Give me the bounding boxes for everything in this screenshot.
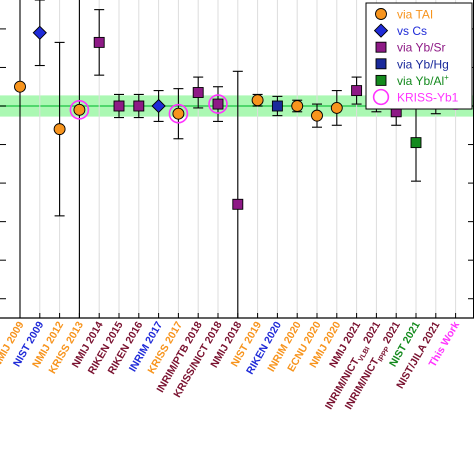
- data-point-diamond: [151, 98, 166, 114]
- kriss-ring: [208, 94, 228, 114]
- legend-label-text: via Yb/Hg: [397, 57, 449, 71]
- legend-label-sup: +: [444, 73, 449, 82]
- legend-label: via Yb/Al+: [397, 73, 449, 88]
- data-point-circle: [251, 94, 264, 107]
- data-point-circle: [73, 103, 86, 116]
- data-point-circle: [330, 101, 343, 114]
- data-point-circle: [172, 107, 185, 120]
- legend-marker-circle: [375, 8, 387, 20]
- category-label-tail: 2021: [359, 319, 383, 348]
- legend-marker-square: [375, 41, 387, 53]
- data-point-circle: [291, 100, 304, 112]
- data-point-square: [410, 137, 422, 149]
- legend-marker-ring: [372, 88, 390, 106]
- data-point-square: [232, 198, 244, 210]
- legend-label: via Yb/Hg: [397, 57, 449, 71]
- legend-label-text: via Yb/Sr: [397, 41, 445, 55]
- kriss-ring: [69, 100, 90, 120]
- legend: via TAI vs Cs via Yb/Sr via Yb/Hg via Yb/Al+…: [365, 2, 473, 110]
- legend-label: vs Cs: [397, 24, 427, 38]
- legend-marker-square: [375, 74, 387, 86]
- data-point-square: [93, 36, 105, 48]
- data-markers: [14, 25, 466, 210]
- legend-marker-diamond: [373, 23, 389, 38]
- legend-marker-square: [375, 58, 387, 70]
- data-point-circle: [14, 80, 26, 93]
- data-point-circle: [53, 123, 66, 136]
- legend-label: KRISS-Yb1: [397, 91, 459, 105]
- legend-label-text: via TAI: [397, 8, 433, 22]
- legend-label: via Yb/Sr: [397, 41, 445, 55]
- legend-label-text: vs Cs: [397, 24, 427, 38]
- kriss-ring: [168, 103, 189, 124]
- data-point-square: [192, 87, 204, 98]
- data-point-square: [133, 100, 145, 112]
- data-point-square: [351, 85, 363, 97]
- data-point-square: [271, 100, 283, 112]
- legend-label: via TAI: [397, 8, 433, 22]
- data-point-circle: [311, 109, 323, 122]
- data-point-diamond: [32, 25, 47, 40]
- data-point-square: [113, 100, 125, 112]
- data-point-square: [212, 98, 224, 110]
- legend-box: [365, 2, 473, 110]
- legend-label-text: via Yb/Al: [397, 74, 444, 88]
- legend-label-text: KRISS-Yb1: [397, 91, 459, 105]
